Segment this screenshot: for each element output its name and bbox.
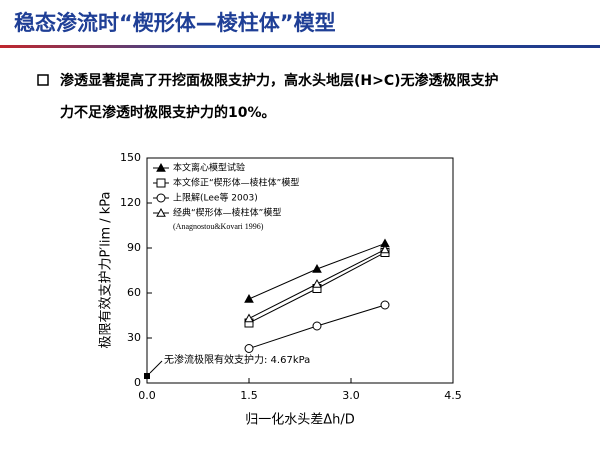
legend-label: 本文修正“楔形体—棱柱体”模型 xyxy=(173,177,299,189)
bullet-line: 力不足渗透时极限支护力的10%。 xyxy=(60,104,276,121)
y-tick-label: 120 xyxy=(120,196,141,209)
data-point xyxy=(380,244,390,254)
legend-label: 本文离心模型试验 xyxy=(173,162,245,174)
y-tick-label: 90 xyxy=(127,241,141,254)
x-tick-label: 3.0 xyxy=(342,389,360,402)
y-axis-label: 极限有效支护力P′lim / kPa xyxy=(99,191,114,348)
legend-marker xyxy=(156,162,166,172)
y-tick-label: 0 xyxy=(134,376,141,389)
data-point xyxy=(380,300,390,310)
data-point xyxy=(244,293,254,303)
data-point xyxy=(244,313,254,323)
legend-note: (Anagnostou&Kovari 1996) xyxy=(173,222,264,231)
x-axis-label: 归一化水头差Δh/D xyxy=(245,413,355,428)
data-point xyxy=(244,344,254,353)
bullet-box xyxy=(37,74,49,86)
data-point xyxy=(312,278,322,288)
annotation: 无渗流极限有效支护力: 4.67kPa xyxy=(164,353,310,366)
data-point xyxy=(312,321,322,331)
data-point xyxy=(312,263,322,273)
legend-marker xyxy=(156,207,166,217)
y-tick-label: 150 xyxy=(120,151,141,164)
baseline-point xyxy=(144,372,150,379)
slide-title: 稳态渗流时“楔形体—棱柱体”模型 xyxy=(14,11,336,35)
y-tick-label: 30 xyxy=(127,331,141,344)
legend-marker xyxy=(156,193,166,203)
legend-marker xyxy=(156,178,166,188)
x-tick-label: 0.0 xyxy=(138,389,156,402)
bullet-line: 渗透显著提高了开挖面极限支护力，高水头地层(H>C)无渗透极限支护 xyxy=(60,72,499,89)
annotation-arrow xyxy=(149,360,163,374)
title-rule xyxy=(0,45,600,48)
legend-label: 经典“楔形体—棱柱体”模型 xyxy=(173,207,281,219)
y-tick-label: 60 xyxy=(127,286,141,299)
x-tick-label: 4.5 xyxy=(444,389,462,402)
plot-frame xyxy=(146,157,454,384)
legend-label: 上限解(Lee等 2003) xyxy=(173,192,258,204)
x-tick-label: 1.5 xyxy=(240,389,258,402)
